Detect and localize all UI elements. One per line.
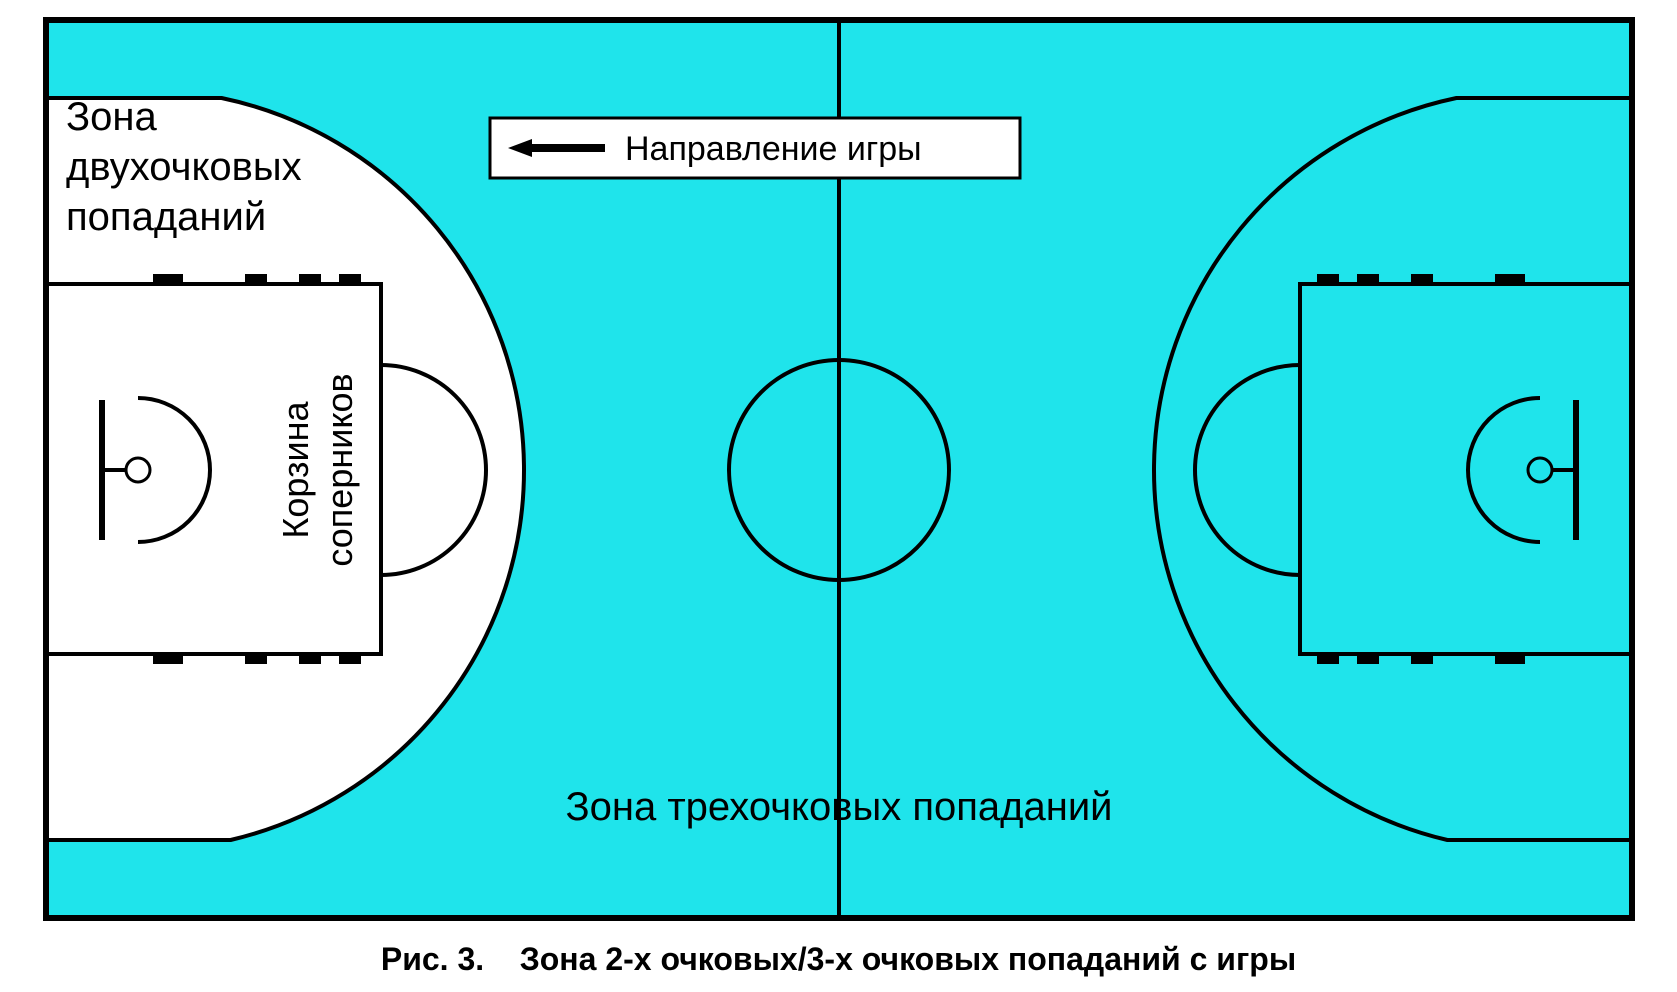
svg-text:Зона трехочковых попаданий: Зона трехочковых попаданий — [565, 785, 1112, 829]
svg-text:соперников: соперников — [319, 373, 360, 566]
svg-text:двухочковых: двухочковых — [66, 145, 302, 189]
svg-text:Корзина: Корзина — [275, 400, 316, 538]
svg-text:Направление игры: Направление игры — [625, 130, 922, 168]
caption-text: Зона 2-х очковых/3-х очковых попаданий с… — [520, 941, 1296, 977]
figure-caption: Рис. 3. Зона 2-х очковых/3-х очковых поп… — [0, 941, 1677, 978]
svg-text:попаданий: попаданий — [66, 195, 266, 239]
caption-prefix: Рис. 3. — [381, 941, 484, 977]
svg-text:Зона: Зона — [66, 95, 157, 139]
figure-container: Зона двухочковых попаданий Корзинасопернико… — [0, 0, 1677, 992]
basketball-court-diagram: Зона двухочковых попаданий Корзинасопернико… — [0, 0, 1677, 992]
